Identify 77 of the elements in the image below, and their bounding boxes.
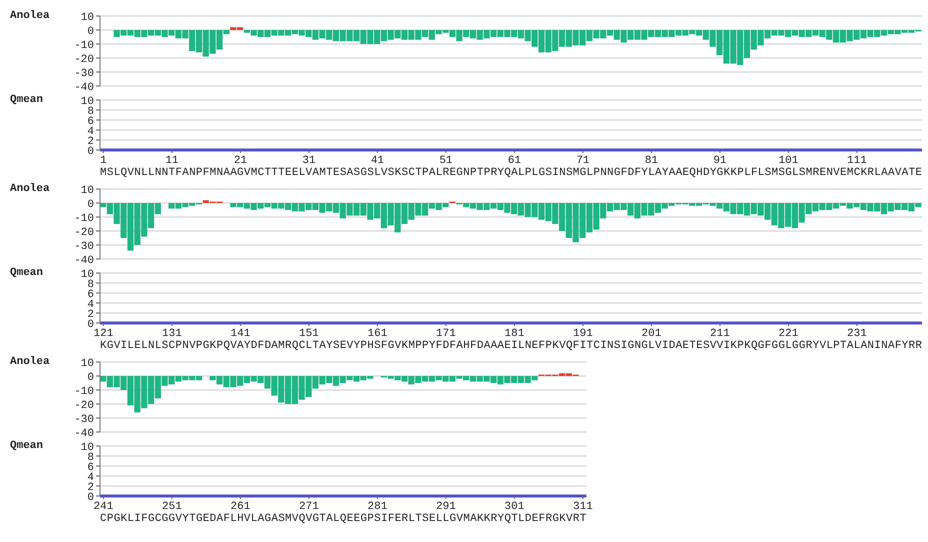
x-tick-label: 161 — [368, 328, 388, 340]
x-tick-label: 81 — [644, 154, 658, 167]
y-tick-label: -40 — [74, 82, 94, 94]
y-tick-label: 2 — [87, 482, 94, 494]
y-tick-label: 4 — [87, 298, 94, 311]
x-tick-label: 71 — [576, 154, 590, 167]
x-tick-label: 281 — [368, 500, 388, 513]
y-tick-label: 0 — [87, 146, 94, 158]
y-tick-label: 0 — [87, 318, 94, 331]
x-tick-label: 151 — [299, 328, 320, 340]
y-tick-label: 0 — [87, 372, 94, 384]
x-tick-label: 241 — [94, 500, 114, 513]
y-tick-label: 10 — [80, 268, 94, 281]
sequence-text: CPGKLIFGCGGVYTGEDAFLHVLAGASMVQVGTALQEEGPSIFERLTSELLGVMAKKRYQTLDEFRGKVRT — [8, 511, 602, 524]
x-tick-label: 131 — [162, 328, 182, 340]
y-tick-label: -20 — [74, 54, 94, 66]
y-tick-label: -10 — [74, 40, 94, 52]
y-tick-label: 8 — [87, 106, 94, 118]
x-tick-label: 311 — [573, 500, 594, 513]
x-tick-label: 11 — [165, 154, 179, 167]
y-tick-label: 4 — [87, 126, 94, 138]
y-tick-label: 10 — [80, 96, 94, 108]
x-tick-label: 251 — [162, 500, 182, 513]
y-tick-label: 10 — [80, 358, 94, 370]
y-tick-label: -30 — [74, 68, 94, 80]
x-tick-label: 21 — [234, 154, 248, 167]
x-tick-label: 221 — [778, 328, 799, 340]
x-tick-label: 301 — [504, 500, 525, 513]
y-tick-label: 6 — [87, 462, 94, 474]
x-tick-label: 31 — [302, 154, 316, 167]
y-axis-title: Qmean — [10, 267, 44, 279]
x-tick-label: 41 — [370, 154, 384, 167]
y-tick-label: 0 — [87, 198, 94, 211]
y-axis-title: Anolea — [10, 183, 50, 195]
x-tick-label: 271 — [299, 500, 320, 513]
y-tick-label: -30 — [74, 414, 94, 426]
y-tick-label: 2 — [87, 308, 94, 321]
y-tick-label: 6 — [87, 288, 94, 301]
y-axis-title: Qmean — [10, 94, 44, 106]
y-tick-label: 2 — [87, 136, 94, 148]
y-tick-label: 8 — [87, 278, 94, 291]
x-tick-label: 171 — [436, 328, 456, 340]
x-tick-label: 91 — [713, 154, 727, 167]
x-tick-label: 51 — [439, 154, 453, 167]
y-axis-title: Qmean — [10, 440, 44, 452]
y-tick-label: -40 — [74, 428, 94, 440]
y-tick-label: -20 — [74, 226, 94, 239]
x-tick-label: 201 — [642, 328, 662, 340]
y-axis-title: Anolea — [10, 10, 50, 22]
y-tick-label: 10 — [80, 442, 94, 454]
sequence-text: MSLQVNLLNNTFANPFMNAAGVMCTTTEELVAMTESASGSLVSKSCTPALREGNPTPRYQALPLGSINSMGLPNNGFDFYLAYAAEQHDYGKKPLFLSMSGLSMRENVEMCKRLAAVATE — [8, 165, 926, 178]
y-tick-label: 10 — [80, 12, 94, 24]
sequence-text: KGVILELNLSCPNVPGKPQVAYDFDAMRQCLTAYSEVYPHSFGVKMPPYFDFAHFDAAAEILNEFPKVQFITCINSIGNGLVIDAETESVVIKPKQGFGGLGGRYVLPTALANINAFYRR — [8, 338, 926, 351]
x-tick-label: 211 — [710, 328, 730, 340]
x-tick-label: 61 — [508, 154, 522, 167]
y-tick-label: 4 — [87, 472, 94, 484]
y-tick-label: -30 — [74, 240, 94, 253]
x-tick-label: 191 — [573, 328, 594, 340]
y-axis-title: Anolea — [10, 356, 50, 368]
x-tick-label: 291 — [436, 500, 456, 513]
y-tick-label: -20 — [74, 400, 94, 412]
x-tick-label: 121 — [94, 328, 114, 340]
x-tick-label: 261 — [230, 500, 251, 513]
y-tick-label: 10 — [80, 184, 94, 197]
x-tick-label: 181 — [504, 328, 525, 340]
x-tick-label: 101 — [778, 154, 799, 167]
x-tick-label: 141 — [230, 328, 251, 340]
y-tick-label: -10 — [74, 212, 94, 225]
y-tick-label: -40 — [74, 254, 94, 267]
y-tick-label: 6 — [87, 116, 94, 128]
y-tick-label: 0 — [87, 26, 94, 38]
y-tick-label: -10 — [74, 386, 94, 398]
y-tick-label: 0 — [87, 492, 94, 504]
x-tick-label: 111 — [847, 154, 868, 167]
x-tick-label: 1 — [100, 154, 108, 167]
y-tick-label: 8 — [87, 452, 94, 464]
x-tick-label: 231 — [847, 328, 868, 340]
